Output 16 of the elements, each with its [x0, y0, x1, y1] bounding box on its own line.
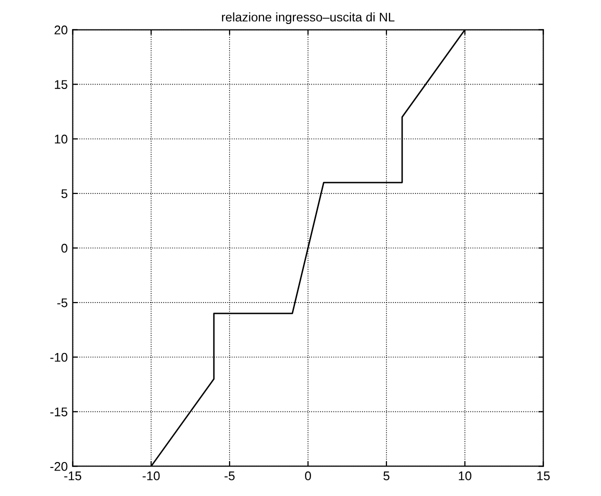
y-tick-label: 0	[61, 244, 68, 253]
y-tick-label: -5	[57, 298, 68, 308]
y-tick-label: 5	[61, 189, 68, 198]
y-tick-label: 10	[54, 134, 68, 144]
y-tick-label: -10	[50, 352, 68, 362]
y-tick-label: -15	[50, 408, 68, 416]
x-tick-label: 0	[305, 471, 311, 480]
y-tick-label: -20	[50, 462, 68, 471]
chart-title: relazione ingresso–uscita di NL	[222, 12, 394, 24]
y-tick-label: 15	[54, 80, 68, 89]
x-tick-label: 15	[537, 472, 550, 480]
x-tick-label: 10	[458, 471, 472, 480]
x-tick-label: 5	[383, 472, 390, 480]
x-tick-label: -10	[142, 471, 160, 480]
x-tick-label: -5	[224, 472, 235, 480]
y-tick-label: 20	[54, 26, 68, 34]
